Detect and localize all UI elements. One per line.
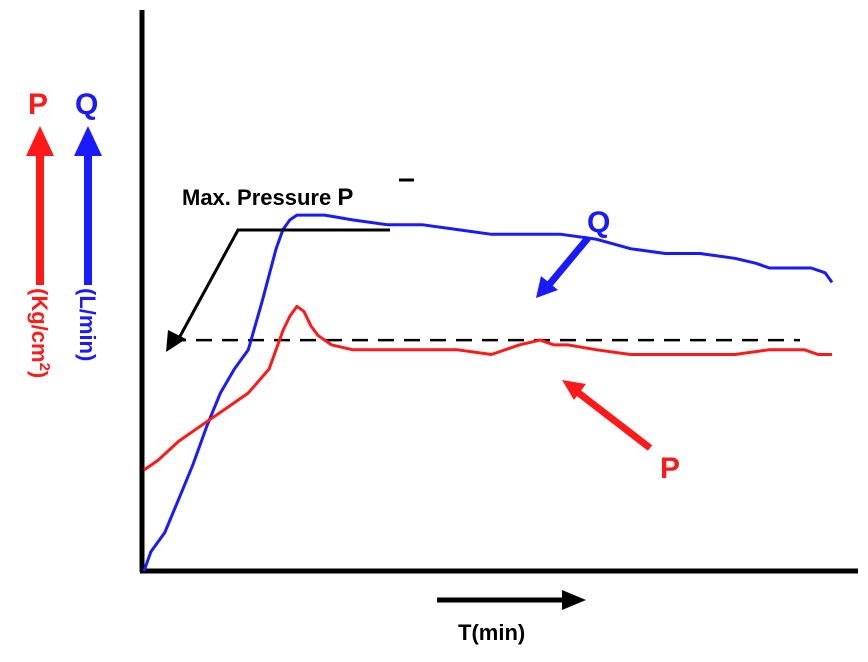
series-p-line <box>143 304 832 472</box>
annotation-q-arrow <box>545 235 591 289</box>
annotation-p-label: P <box>660 452 680 485</box>
y-label-flow-unit: (L/min) <box>75 288 100 361</box>
y-arrow-flow-head <box>74 126 102 156</box>
x-axis-label: T(min) <box>458 620 525 645</box>
series-q-line <box>142 213 834 572</box>
y-label-pressure-unit: (Kg/cm2) <box>27 288 53 378</box>
max-pressure-leader-head <box>166 330 186 352</box>
y-arrow-pressure-head <box>26 126 54 156</box>
y-label-pressure-symbol: P <box>28 88 48 121</box>
annotation-q-arrow-head <box>536 276 558 298</box>
annotation-p-arrow-head <box>562 380 586 400</box>
x-label-arrow-head <box>562 590 586 610</box>
max-pressure-label: Max. Pressure P <box>182 184 353 211</box>
max-pressure-leader <box>176 228 390 341</box>
annotation-q-label: Q <box>587 206 610 239</box>
y-label-flow-symbol: Q <box>75 88 98 121</box>
annotation-p-arrow <box>573 388 653 451</box>
